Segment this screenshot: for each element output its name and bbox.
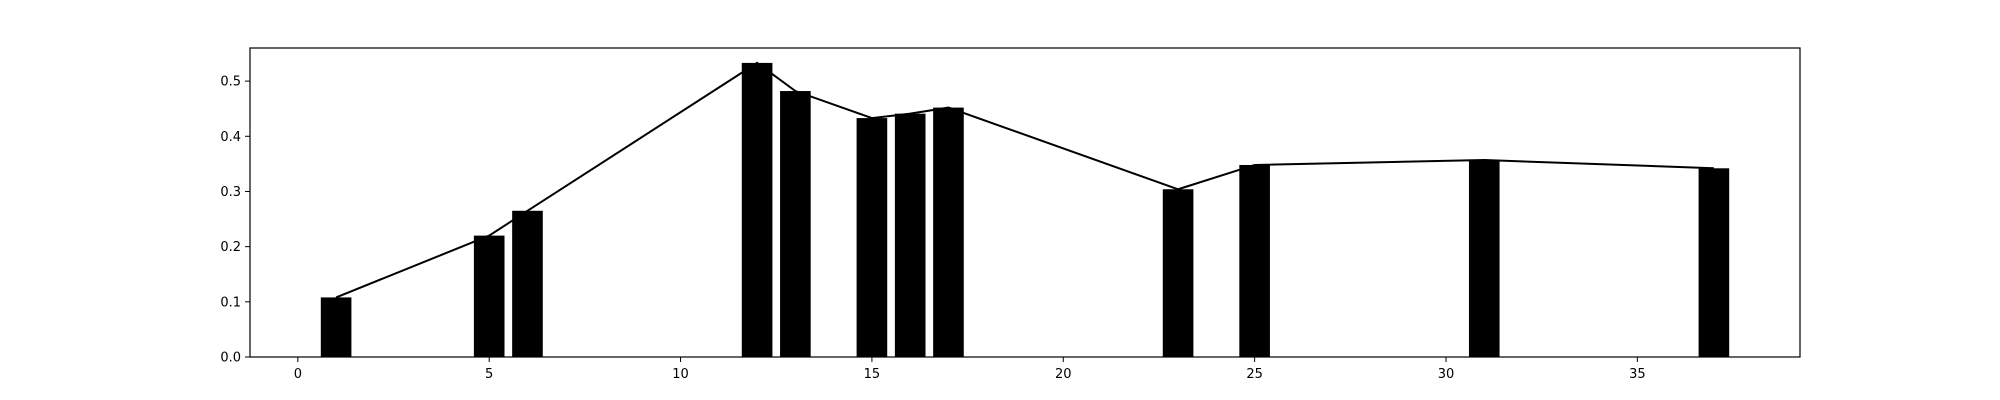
y-tick-label: 0.5	[220, 75, 241, 90]
plot-area-frame	[249, 47, 1801, 358]
bar	[780, 91, 811, 357]
bar	[473, 235, 505, 357]
bar	[894, 113, 926, 357]
y-tick-label: 0.3	[220, 185, 241, 200]
bar	[933, 107, 964, 357]
y-axis: 0.0 0.1 0.2 0.3 0.4 0.5	[220, 75, 250, 366]
x-tick-label: 5	[485, 367, 493, 382]
x-tick-label: 10	[672, 367, 689, 382]
bar	[320, 297, 352, 357]
series-line	[335, 61, 1714, 299]
y-tick-label: 0.1	[220, 295, 241, 310]
y-tick-label: 0.0	[220, 351, 241, 366]
x-tick-label: 25	[1246, 367, 1263, 382]
bar	[1468, 160, 1500, 357]
bar-series	[320, 62, 1730, 358]
bar	[1698, 168, 1730, 357]
bar	[1162, 189, 1194, 357]
bar	[1239, 164, 1270, 357]
bar	[856, 118, 888, 357]
bar	[512, 210, 543, 357]
y-tick-label: 0.2	[220, 240, 241, 255]
y-tick-label: 0.4	[220, 130, 241, 145]
x-tick-label: 15	[864, 367, 881, 382]
x-tick-label: 0	[294, 367, 302, 382]
x-axis: 0 5 10 15 20 25 30 35	[294, 357, 1646, 382]
bar	[741, 62, 773, 358]
x-tick-label: 20	[1055, 367, 1072, 382]
x-tick-label: 30	[1438, 367, 1455, 382]
x-tick-label: 35	[1629, 367, 1646, 382]
